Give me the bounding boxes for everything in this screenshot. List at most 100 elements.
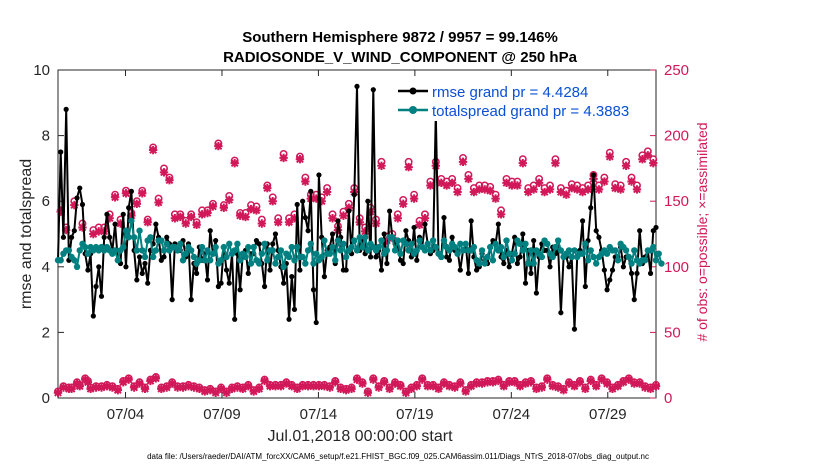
obs-assimilated-point [524, 187, 533, 197]
rmse-point [321, 274, 327, 280]
obs-assimilated-point [273, 217, 283, 227]
obs-assimilated-point [91, 383, 101, 392]
totalspread-point [525, 260, 532, 267]
obs-assimilated-point [475, 185, 484, 194]
obs-assimilated-point [246, 204, 256, 214]
rmse-point [153, 221, 159, 227]
obs-assimilated-point [211, 388, 220, 397]
obs-assimilated-point [89, 229, 98, 239]
obs-assimilated-point [360, 227, 370, 236]
obs-assimilated-point [173, 383, 182, 392]
totalspread-point [190, 253, 198, 261]
obs-assimilated-point [298, 381, 307, 391]
obs-assimilated-point [195, 384, 204, 394]
rmse-point [571, 326, 578, 332]
totalspread-point [476, 260, 483, 267]
rmse-point [354, 83, 360, 89]
totalspread-point [527, 247, 535, 254]
obs-assimilated-point [521, 379, 530, 388]
totalspread-point [614, 257, 622, 264]
obs-assimilated-point [409, 194, 419, 203]
y-left-tick-label: 10 [33, 62, 50, 79]
obs-assimilated-point [532, 384, 541, 394]
totalspread-point [334, 237, 342, 244]
totalspread-point [489, 257, 497, 264]
obs-assimilated-point [290, 214, 299, 223]
totalspread-point [261, 240, 268, 248]
obs-assimilated-point [339, 211, 348, 220]
data-file-footnote: data file: /Users/raeder/DAI/ATM_forcXX/… [147, 452, 649, 461]
obs-assimilated-point [186, 212, 196, 222]
rmse-point [566, 264, 572, 270]
totalspread-point [136, 227, 143, 234]
totalspread-point [57, 257, 64, 264]
totalspread-point [552, 243, 559, 251]
totalspread-point [204, 247, 211, 254]
obs-assimilated-point [608, 384, 617, 394]
totalspread-point [212, 243, 219, 251]
rmse-point [329, 231, 336, 237]
obs-assimilated-point [586, 376, 595, 386]
obs-assimilated-point [594, 185, 604, 194]
totalspread-point [590, 253, 597, 261]
rmse-point [302, 215, 308, 221]
legend: rmse grand pr = 4.4284 totalspread grand… [395, 79, 651, 121]
totalspread-point [280, 263, 287, 270]
rmse-point [414, 257, 420, 263]
totalspread-point [593, 260, 600, 267]
obs-assimilated-point [480, 185, 489, 194]
totalspread-point [250, 243, 257, 251]
obs-assimilated-point [559, 385, 568, 395]
obs-assimilated-point [162, 383, 171, 392]
rmse-point [188, 297, 194, 303]
rmse-point [308, 188, 314, 194]
obs-assimilated-point [167, 379, 177, 388]
obs-assimilated-point [363, 388, 373, 397]
obs-assimilated-point [562, 190, 571, 199]
rmse-point [286, 316, 292, 322]
obs-assimilated-point [445, 381, 454, 391]
obs-assimilated-point [192, 220, 201, 230]
totalspread-point [71, 257, 78, 264]
obs-assimilated-point [545, 185, 555, 194]
obs-assimilated-point [592, 381, 601, 391]
obs-assimilated-point [219, 203, 229, 212]
totalspread-point [149, 253, 157, 261]
totalspread-point [114, 257, 122, 264]
totalspread-point [179, 257, 187, 264]
rmse-point [169, 297, 175, 303]
totalspread-point [554, 237, 562, 244]
totalspread-point [356, 234, 363, 241]
obs-assimilated-point [97, 383, 106, 392]
obs-assimilated-point [284, 217, 294, 227]
obs-assimilated-point [56, 207, 65, 216]
obs-assimilated-point [75, 381, 84, 391]
rmse-point [161, 254, 167, 260]
legend-spread-marker [409, 106, 417, 114]
obs-assimilated-point [485, 186, 495, 195]
obs-assimilated-point [369, 375, 378, 384]
rmse-point [387, 208, 393, 214]
totalspread-point [658, 260, 665, 267]
totalspread-point [519, 247, 527, 254]
obs-assimilated-point [624, 375, 634, 384]
rmse-point [446, 257, 453, 263]
obs-assimilated-point [206, 385, 215, 395]
obs-assimilated-point [249, 387, 258, 396]
totalspread-point [125, 234, 132, 241]
totalspread-point [500, 253, 507, 261]
totalspread-point [285, 253, 293, 261]
rmse-point [522, 280, 529, 286]
obs-assimilated-point [116, 219, 125, 228]
legend-rmse-label: rmse grand pr = 4.4284 [432, 84, 588, 101]
totalspread-point [291, 257, 298, 264]
obs-assimilated-point [385, 384, 394, 394]
obs-assimilated-point [583, 185, 593, 194]
obs-assimilated-point [404, 162, 413, 172]
obs-assimilated-point [570, 381, 579, 391]
totalspread-point [497, 243, 505, 251]
obs-assimilated-point [129, 383, 139, 392]
totalspread-point [141, 253, 149, 261]
totalspread-point [655, 250, 662, 257]
obs-assimilated-point [472, 379, 481, 388]
